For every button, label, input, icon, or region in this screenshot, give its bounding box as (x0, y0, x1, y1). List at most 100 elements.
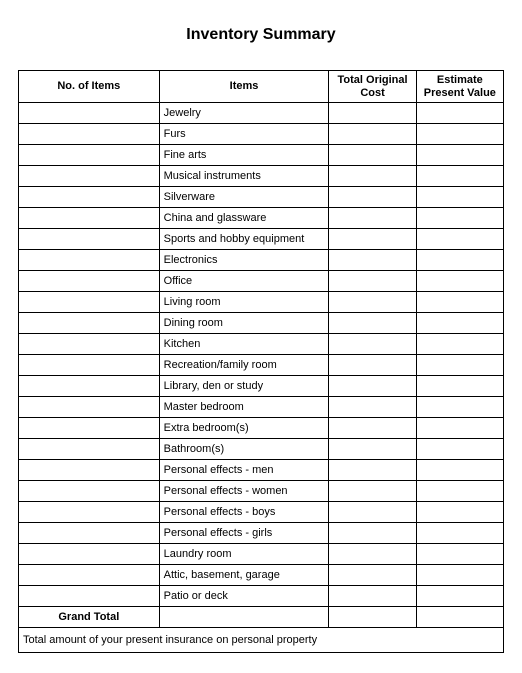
cell-total-original-cost (329, 166, 416, 187)
table-row: Master bedroom (19, 397, 504, 418)
cell-estimate-present-value (416, 229, 503, 250)
cell-item-name: Personal effects - men (159, 460, 329, 481)
cell-estimate-present-value (416, 544, 503, 565)
cell-no-of-items (19, 124, 160, 145)
footer-text: Total amount of your present insurance o… (19, 628, 504, 653)
table-row: Extra bedroom(s) (19, 418, 504, 439)
cell-total-original-cost (329, 355, 416, 376)
cell-total-original-cost (329, 103, 416, 124)
cell-no-of-items (19, 208, 160, 229)
cell-no-of-items (19, 544, 160, 565)
cell-estimate-present-value (416, 397, 503, 418)
cell-item-name: Master bedroom (159, 397, 329, 418)
cell-estimate-present-value (416, 481, 503, 502)
table-row: Fine arts (19, 145, 504, 166)
cell-estimate-present-value (416, 271, 503, 292)
cell-no-of-items (19, 460, 160, 481)
cell-total-original-cost (329, 334, 416, 355)
cell-estimate-present-value (416, 586, 503, 607)
table-row: Living room (19, 292, 504, 313)
cell-no-of-items (19, 166, 160, 187)
cell-item-name: Attic, basement, garage (159, 565, 329, 586)
cell-estimate-present-value (416, 124, 503, 145)
cell-total-original-cost (329, 145, 416, 166)
header-items: Items (159, 71, 329, 103)
cell-item-name: Fine arts (159, 145, 329, 166)
cell-no-of-items (19, 229, 160, 250)
cell-no-of-items (19, 313, 160, 334)
grand-total-row: Grand Total (19, 607, 504, 628)
cell-estimate-present-value (416, 187, 503, 208)
cell-total-original-cost (329, 502, 416, 523)
cell-no-of-items (19, 334, 160, 355)
inventory-table: No. of Items Items Total Original Cost E… (18, 70, 504, 653)
cell-no-of-items (19, 103, 160, 124)
cell-no-of-items (19, 271, 160, 292)
table-row: Musical instruments (19, 166, 504, 187)
cell-no-of-items (19, 439, 160, 460)
cell-estimate-present-value (416, 418, 503, 439)
cell-total-original-cost (329, 124, 416, 145)
cell-total-original-cost (329, 229, 416, 250)
table-row: Office (19, 271, 504, 292)
cell-no-of-items (19, 250, 160, 271)
header-estimate-present-value: Estimate Present Value (416, 71, 503, 103)
table-row: Electronics (19, 250, 504, 271)
table-row: Jewelry (19, 103, 504, 124)
cell-item-name: Recreation/family room (159, 355, 329, 376)
cell-no-of-items (19, 355, 160, 376)
table-row: Kitchen (19, 334, 504, 355)
cell-item-name: Personal effects - boys (159, 502, 329, 523)
cell-estimate-present-value (416, 145, 503, 166)
cell-item-name: Living room (159, 292, 329, 313)
header-no-of-items: No. of Items (19, 71, 160, 103)
cell-item-name: Office (159, 271, 329, 292)
cell-estimate-present-value (416, 313, 503, 334)
cell-item-name: Kitchen (159, 334, 329, 355)
cell-total-original-cost (329, 208, 416, 229)
cell-total-original-cost (329, 544, 416, 565)
cell-total-original-cost (329, 481, 416, 502)
cell-total-original-cost (329, 523, 416, 544)
table-row: China and glassware (19, 208, 504, 229)
cell-estimate-present-value (416, 523, 503, 544)
cell-no-of-items (19, 565, 160, 586)
cell-estimate-present-value (416, 250, 503, 271)
table-row: Library, den or study (19, 376, 504, 397)
cell-no-of-items (19, 418, 160, 439)
table-row: Recreation/family room (19, 355, 504, 376)
cell-item-name: Extra bedroom(s) (159, 418, 329, 439)
table-row: Personal effects - women (19, 481, 504, 502)
cell-item-name: China and glassware (159, 208, 329, 229)
cell-estimate-present-value (416, 502, 503, 523)
cell-item-name: Electronics (159, 250, 329, 271)
cell-no-of-items (19, 481, 160, 502)
cell-total-original-cost (329, 250, 416, 271)
cell-no-of-items (19, 187, 160, 208)
table-row: Patio or deck (19, 586, 504, 607)
grand-total-cost (329, 607, 416, 628)
cell-total-original-cost (329, 460, 416, 481)
cell-item-name: Dining room (159, 313, 329, 334)
cell-estimate-present-value (416, 439, 503, 460)
cell-estimate-present-value (416, 208, 503, 229)
table-row: Personal effects - boys (19, 502, 504, 523)
cell-item-name: Furs (159, 124, 329, 145)
page-title: Inventory Summary (18, 26, 504, 44)
cell-no-of-items (19, 586, 160, 607)
table-row: Silverware (19, 187, 504, 208)
cell-total-original-cost (329, 586, 416, 607)
table-row: Laundry room (19, 544, 504, 565)
cell-no-of-items (19, 523, 160, 544)
cell-estimate-present-value (416, 103, 503, 124)
cell-total-original-cost (329, 397, 416, 418)
cell-estimate-present-value (416, 292, 503, 313)
cell-total-original-cost (329, 271, 416, 292)
grand-total-items (159, 607, 329, 628)
cell-item-name: Bathroom(s) (159, 439, 329, 460)
cell-estimate-present-value (416, 460, 503, 481)
cell-item-name: Musical instruments (159, 166, 329, 187)
cell-total-original-cost (329, 439, 416, 460)
cell-item-name: Personal effects - women (159, 481, 329, 502)
cell-item-name: Laundry room (159, 544, 329, 565)
